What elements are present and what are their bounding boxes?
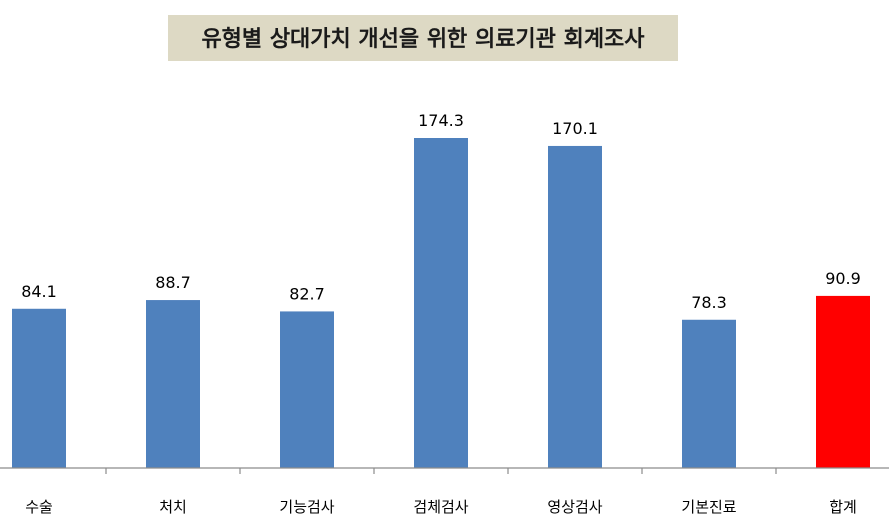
x-tick-label: 기본진료 xyxy=(681,498,736,516)
bar-value-label: 78.3 xyxy=(691,293,727,312)
chart-title-box xyxy=(168,15,678,61)
bar-5 xyxy=(548,145,602,468)
chart-title: 유형별 상대가치 개선을 위한 의료기관 회계조사 xyxy=(201,27,645,52)
bar-value-label: 84.1 xyxy=(21,282,57,301)
bar-1 xyxy=(12,308,66,468)
x-axis-ticks xyxy=(105,468,777,474)
bars-group: 84.1 88.7 82.7 174.3 170.1 78.3 90.9 xyxy=(12,111,870,468)
x-axis-labels: 수술 처치 기능검사 검체검사 영상검사 기본진료 합계 xyxy=(25,498,857,516)
x-tick-label: 합계 xyxy=(829,498,857,516)
bar-2 xyxy=(146,300,200,468)
x-tick-label: 기능검사 xyxy=(279,498,334,516)
x-tick-label: 검체검사 xyxy=(413,498,468,516)
bar-value-label: 88.7 xyxy=(155,273,191,292)
bar-value-label: 174.3 xyxy=(418,111,464,130)
bar-7 xyxy=(816,295,870,468)
bar-3 xyxy=(280,311,334,468)
x-tick-label: 처치 xyxy=(159,498,187,516)
bar-4 xyxy=(414,138,468,468)
x-tick-label: 영상검사 xyxy=(547,498,602,516)
bar-value-label: 170.1 xyxy=(552,119,598,138)
bar-6 xyxy=(682,319,736,468)
bar-value-label: 90.9 xyxy=(825,269,861,288)
bar-value-label: 82.7 xyxy=(289,284,325,303)
x-tick-label: 수술 xyxy=(25,498,53,516)
